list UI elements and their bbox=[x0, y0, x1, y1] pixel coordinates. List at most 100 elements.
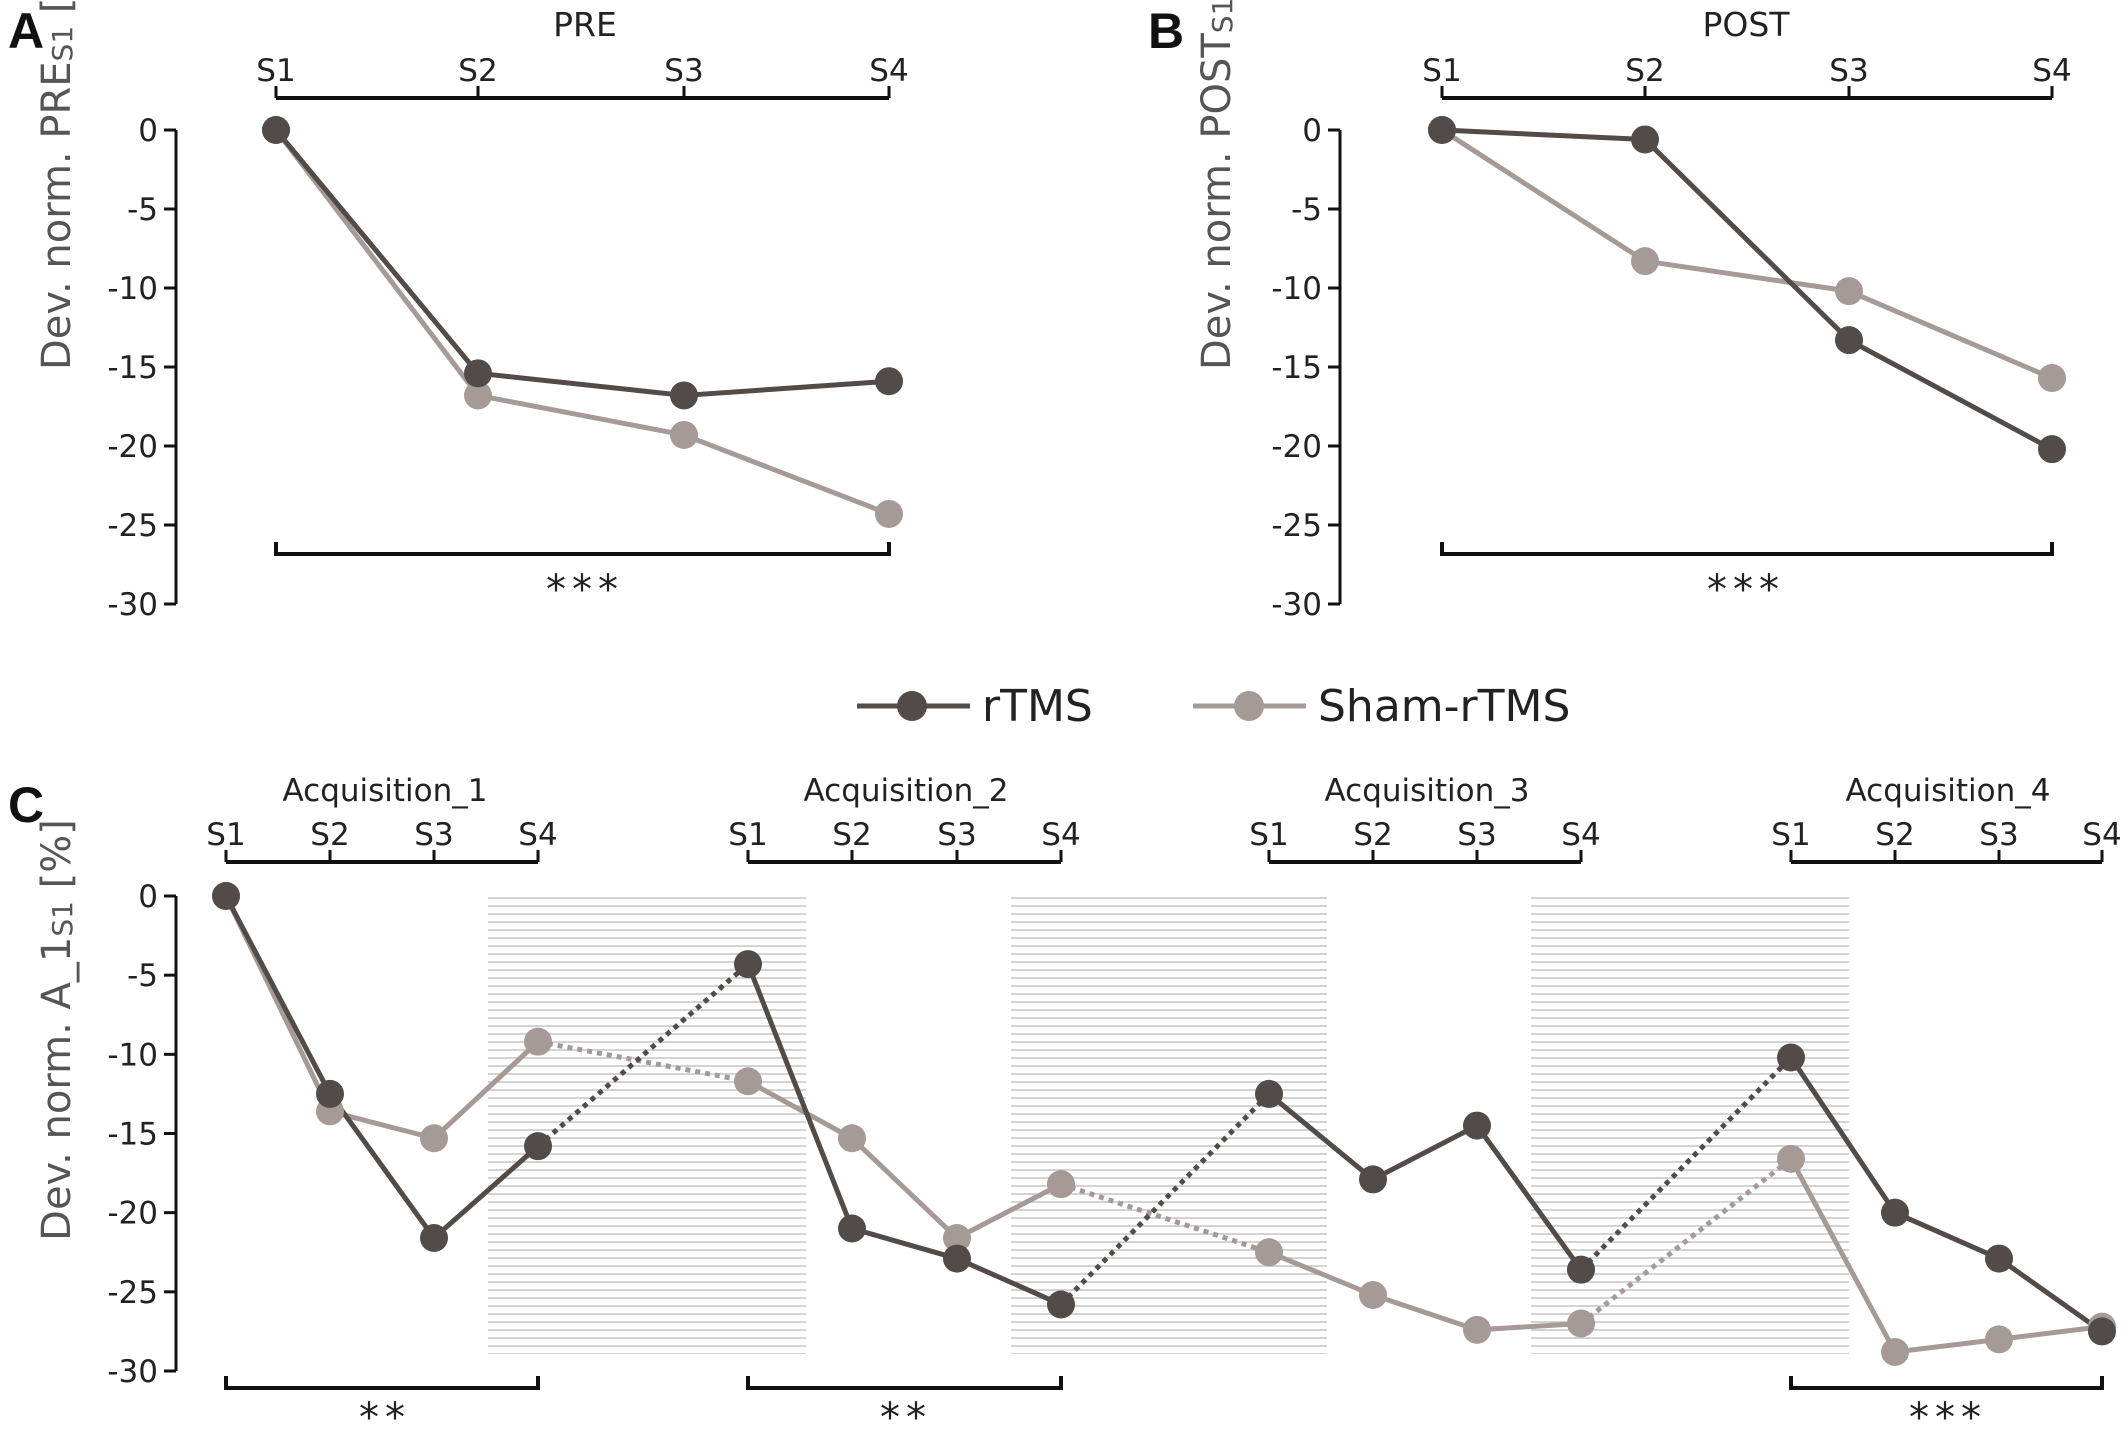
panel-c-point-rtms bbox=[420, 1224, 448, 1252]
panel-c-point-rtms bbox=[1777, 1043, 1805, 1072]
panel-a-ylabel-sub: S1 bbox=[46, 26, 79, 62]
panel-c-stage-label: S1 bbox=[728, 817, 767, 853]
panel-a-point-rtms bbox=[464, 359, 492, 388]
panel-c-stage-label: S3 bbox=[937, 817, 976, 853]
panel-a-significance: *** bbox=[546, 567, 624, 613]
panel-c-y-tick-label: -25 bbox=[107, 1275, 158, 1311]
acq-title-4: Acquisition_4 bbox=[1845, 773, 2050, 809]
panel-letter-c: C bbox=[8, 777, 44, 833]
panel-b-point-rtms bbox=[1835, 326, 1863, 355]
panel-c-stage-label: S4 bbox=[1041, 817, 1080, 853]
panel-a-stage-label: S2 bbox=[458, 53, 497, 89]
panel-c-series-line-rtms bbox=[223, 894, 540, 1241]
panel-c-point-rtms bbox=[2088, 1317, 2116, 1346]
panel-b-y-tick-label: -10 bbox=[1271, 271, 1322, 307]
panel-b-y-tick-label: -15 bbox=[1271, 350, 1322, 386]
interval-shading bbox=[1531, 896, 1849, 1354]
panel-b-y-tick-label: -30 bbox=[1271, 587, 1322, 623]
panel-a-point-rtms bbox=[262, 116, 290, 144]
panel-b-point-sham bbox=[1631, 247, 1659, 276]
panel-c-stage-label: S1 bbox=[1249, 817, 1288, 853]
panel-a-stage-label: S3 bbox=[664, 53, 703, 89]
panel-c-point-sham bbox=[1359, 1281, 1387, 1309]
legend-rtms-label: rTMS bbox=[982, 681, 1093, 732]
legend-sham-label: Sham-rTMS bbox=[1318, 681, 1570, 732]
series-lines-layer bbox=[223, 127, 2104, 1355]
panel-a-ylabel-main: Dev. norm. PRE bbox=[34, 61, 80, 370]
panel-c-point-rtms bbox=[524, 1132, 552, 1161]
panel-a-y-tick-label: 0 bbox=[138, 113, 158, 149]
panel-a-point-sham bbox=[464, 381, 492, 410]
panel-letter-a: A bbox=[8, 3, 44, 59]
interval-shading-layer bbox=[488, 896, 1849, 1354]
panel-c-point-rtms bbox=[734, 950, 762, 979]
axes-layer: 0 -5 -10 -15 -20 -25 -30 S1 S2 S3 S4 0 -5 -10 -15 -20 -2… bbox=[107, 53, 2122, 1390]
panel-c-stage-label: S1 bbox=[206, 817, 245, 853]
panel-b-point-rtms bbox=[1631, 125, 1659, 154]
panel-c-series-line-rtms bbox=[745, 963, 1063, 1307]
panel-c-series-line-sham bbox=[223, 894, 540, 1141]
panel-c-point-sham bbox=[1777, 1144, 1805, 1173]
panel-a-y-tick-label: -20 bbox=[107, 429, 158, 465]
panel-a-y-tick-label: -5 bbox=[127, 192, 158, 228]
panel-c-point-rtms bbox=[1881, 1198, 1909, 1227]
panel-b-ylabel-sub: S1 bbox=[1206, 0, 1239, 33]
panel-a-stage-label: S1 bbox=[256, 53, 295, 89]
panel-c-point-sham bbox=[1985, 1325, 2013, 1354]
panel-a-y-tick-label: -15 bbox=[107, 350, 158, 386]
data-points-layer bbox=[212, 116, 2116, 1366]
interval-shading bbox=[1011, 896, 1327, 1354]
panel-b-title: POST bbox=[1703, 5, 1791, 44]
panel-b-stage-label: S4 bbox=[2032, 53, 2071, 89]
panel-c-point-sham bbox=[524, 1027, 552, 1056]
panel-c-ylabel-main: Dev. norm. A_1 bbox=[34, 937, 80, 1241]
acq-title-3: Acquisition_3 bbox=[1324, 773, 1529, 809]
panel-a-series-line-rtms bbox=[274, 128, 890, 398]
acq-title-1: Acquisition_1 bbox=[282, 773, 487, 809]
panel-c-point-sham bbox=[1047, 1170, 1075, 1199]
panel-a-title: PRE bbox=[553, 5, 617, 44]
panel-c-stage-label: S4 bbox=[2082, 817, 2121, 853]
panel-b-y-tick-label: -20 bbox=[1271, 429, 1322, 465]
panel-c-point-rtms bbox=[1463, 1111, 1491, 1140]
panel-a-significance-bracket bbox=[274, 542, 891, 556]
panel-c-significance-3: *** bbox=[1909, 1395, 1987, 1433]
panel-b-ylabel: Dev. norm. POSTS1 [%] bbox=[1194, 0, 1240, 370]
panel-c-y-tick-label: -30 bbox=[107, 1354, 158, 1390]
panel-a-point-sham bbox=[875, 499, 903, 528]
panel-b-significance: *** bbox=[1707, 567, 1785, 613]
panel-c-point-rtms bbox=[316, 1079, 344, 1108]
acq-title-2: Acquisition_2 bbox=[803, 773, 1008, 809]
panel-c-significance-1: ** bbox=[359, 1395, 411, 1433]
panel-a-point-rtms bbox=[875, 367, 903, 396]
panel-a-series-line-sham bbox=[274, 128, 890, 517]
panel-b-point-sham bbox=[1835, 277, 1863, 306]
panel-c-point-sham bbox=[1463, 1315, 1491, 1344]
panel-a-stage-label: S4 bbox=[869, 53, 908, 89]
panel-c-point-sham bbox=[1881, 1338, 1909, 1366]
panel-c-point-rtms bbox=[1047, 1290, 1075, 1319]
panel-a-ylabel: Dev. norm. PRES1 [%] bbox=[34, 0, 80, 370]
panel-c-ylabel-sub: S1 bbox=[46, 901, 79, 937]
panel-c-stage-label: S3 bbox=[1979, 817, 2018, 853]
panel-c-series-line-rtms bbox=[1788, 1056, 2104, 1334]
panel-c-significance-bracket-3 bbox=[1789, 1376, 2104, 1390]
panel-b-point-rtms bbox=[1428, 116, 1456, 144]
panel-letter-b: B bbox=[1148, 3, 1184, 59]
panel-c-transition-line-rtms bbox=[536, 962, 750, 1149]
panel-c-series-line-rtms bbox=[1267, 1091, 1584, 1272]
panel-c-ylabel: Dev. norm. A_1S1 [%] bbox=[34, 819, 80, 1241]
panel-c-y-tick-label: -20 bbox=[107, 1196, 158, 1232]
panel-c-series-line-sham bbox=[1788, 1157, 2103, 1355]
panel-a-point-rtms bbox=[670, 381, 698, 410]
panel-a-y-tick-label: -25 bbox=[107, 508, 158, 544]
panel-c-point-rtms bbox=[1359, 1165, 1387, 1194]
panel-c-stage-label: S2 bbox=[832, 817, 871, 853]
panel-c-stage-label: S3 bbox=[1457, 817, 1496, 853]
panel-b-y-tick-label: 0 bbox=[1302, 113, 1322, 149]
panel-b-y-tick-label: -5 bbox=[1291, 192, 1322, 228]
panel-c-point-sham bbox=[734, 1067, 762, 1096]
panel-c-significance-bracket-1 bbox=[224, 1376, 540, 1390]
panel-a-ylabel-unit: [%] bbox=[34, 0, 80, 26]
